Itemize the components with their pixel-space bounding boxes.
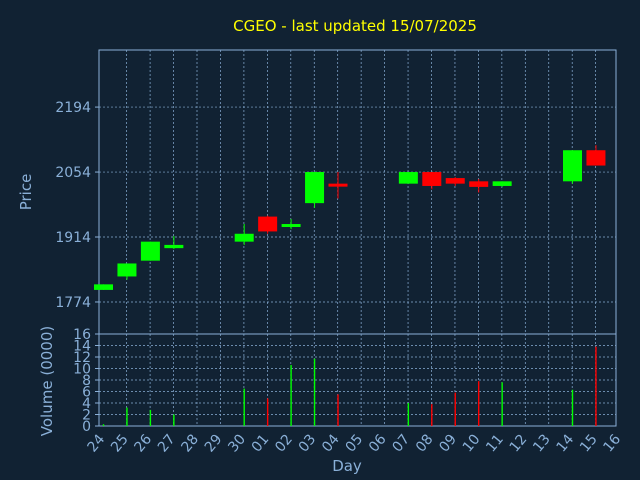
x-tick-label: 06 <box>366 431 390 455</box>
candle-body <box>328 183 348 187</box>
price-tick-label: 1774 <box>55 295 91 311</box>
volume-bar <box>407 403 410 426</box>
candle-body <box>586 150 606 166</box>
price-tick-label: 2054 <box>55 165 91 181</box>
x-tick-label: 07 <box>389 431 413 455</box>
volume-bar <box>337 394 339 426</box>
volume-tick-label: 12 <box>73 350 91 366</box>
price-y-ticks: 1774 1914 2054 2194 <box>55 100 99 311</box>
volume-bar <box>173 414 175 426</box>
price-tick-label: 2194 <box>55 100 91 116</box>
chart-title: CGEO - last updated 15/07/2025 <box>233 17 477 35</box>
candle-body <box>563 150 582 182</box>
candle-body <box>305 172 325 204</box>
volume-bar <box>102 424 105 426</box>
volume-bar <box>290 365 292 426</box>
volume-tick-label: 4 <box>82 396 91 412</box>
volume-tick-label: 10 <box>73 362 91 378</box>
volume-bar <box>431 404 433 426</box>
x-tick-label: 26 <box>131 431 155 455</box>
x-tick-label: 01 <box>249 431 273 455</box>
candle-body <box>164 244 184 249</box>
x-tick-label: 08 <box>413 431 437 455</box>
x-tick-label: 16 <box>600 431 624 455</box>
candle-body <box>117 263 137 277</box>
candles <box>94 145 606 290</box>
x-tick-label: 03 <box>296 431 320 455</box>
volume-bar <box>595 346 597 426</box>
x-ticks: 24 25 26 27 28 29 30 01 02 03 04 05 06 07 08 09 10 11 12 13… <box>85 431 625 455</box>
candle-body <box>398 172 418 184</box>
x-tick-label: 11 <box>483 431 507 455</box>
x-axis-label: Day <box>332 457 362 475</box>
x-tick-label: 02 <box>272 431 296 455</box>
volume-bar <box>571 389 574 426</box>
volume-bar <box>501 382 503 426</box>
volume-tick-label: 6 <box>82 385 91 401</box>
x-tick-label: 28 <box>178 431 202 455</box>
x-tick-label: 27 <box>155 431 179 455</box>
price-panel: 1774 1914 2054 2194 Price <box>17 49 617 335</box>
volume-bar <box>149 409 152 426</box>
candle-body <box>258 216 278 232</box>
volume-tick-label: 16 <box>73 327 91 343</box>
x-tick-label: 25 <box>108 431 132 455</box>
x-tick-label: 12 <box>507 431 531 455</box>
candle-body <box>469 181 489 187</box>
x-tick-label: 10 <box>460 431 484 455</box>
volume-bar <box>266 398 269 426</box>
x-tick-label: 14 <box>554 431 578 455</box>
price-grid <box>99 50 616 334</box>
candle-body <box>140 241 160 261</box>
volume-tick-label: 14 <box>73 339 91 355</box>
volume-bar <box>243 388 245 426</box>
x-tick-label: 13 <box>530 431 554 455</box>
candle-body <box>445 178 465 184</box>
volume-grid <box>99 334 616 426</box>
volume-bar <box>313 358 316 426</box>
x-tick-label: 04 <box>319 431 343 455</box>
x-tick-label: 15 <box>577 431 601 455</box>
candle-body <box>492 181 512 186</box>
candle-body <box>94 284 113 290</box>
price-axis-label: Price <box>17 174 35 211</box>
price-plot-border <box>98 49 617 335</box>
price-tick-label: 1914 <box>55 230 91 246</box>
x-tick-label: 05 <box>343 431 367 455</box>
x-tick-label: 09 <box>436 431 460 455</box>
volume-bar <box>126 407 128 426</box>
volume-tick-label: 8 <box>82 373 91 389</box>
volume-tick-label: 0 <box>82 419 91 435</box>
volume-bar <box>454 392 456 426</box>
candle-body <box>281 224 301 228</box>
volume-tick-label: 2 <box>82 408 91 424</box>
candle-body <box>234 233 254 242</box>
x-tick-label: 30 <box>225 431 249 455</box>
candle-body <box>422 172 442 186</box>
volume-bars <box>102 346 597 426</box>
volume-bar <box>478 381 480 426</box>
volume-axis-label: Volume (0000) <box>38 326 56 436</box>
x-tick-label: 29 <box>202 431 226 455</box>
